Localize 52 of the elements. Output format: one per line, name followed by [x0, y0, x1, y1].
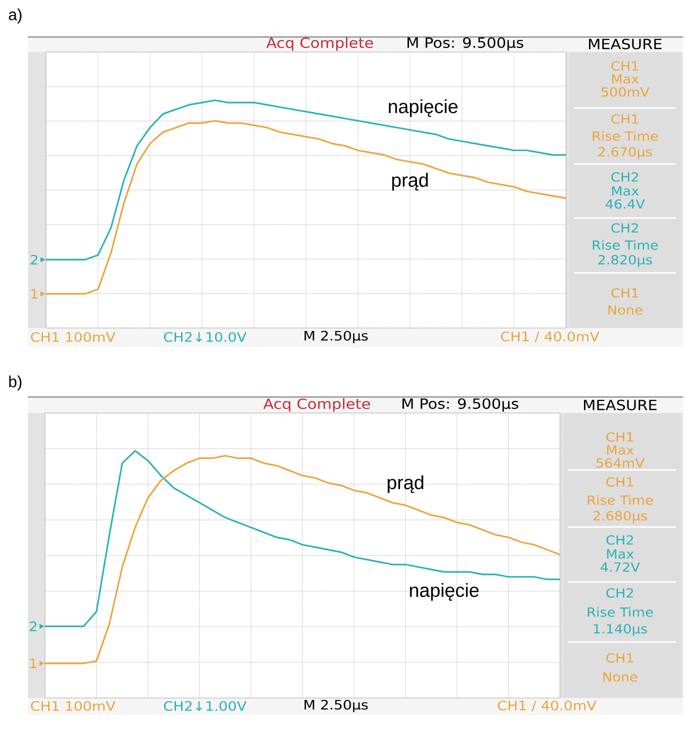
- text: CH1: [611, 288, 638, 298]
- text: None: [603, 672, 638, 682]
- text: M 2.50µs: [304, 700, 368, 712]
- series-label: napięcie: [410, 583, 479, 601]
- text: 1: [31, 289, 38, 299]
- text: 4.72V: [600, 562, 640, 572]
- text: CH1: [611, 61, 638, 71]
- text: CH1: [611, 114, 638, 124]
- text: Max: [607, 549, 634, 559]
- text: Rise Time: [588, 607, 653, 617]
- text: CH1 100mV: [31, 701, 116, 711]
- text: CH1 / 40.0mV: [498, 700, 596, 712]
- text: 2.670µs: [598, 147, 652, 159]
- chart-title: b): [9, 376, 22, 390]
- text: CH2↓10.0V: [164, 332, 247, 342]
- text: MEASURE: [588, 38, 662, 50]
- text: None: [608, 305, 642, 315]
- text: CH1: [606, 432, 634, 442]
- text: M Pos: 9.500µs: [408, 37, 524, 51]
- text: 2.680µs: [593, 511, 647, 523]
- text: 564mV: [596, 458, 644, 468]
- series-label: prąd: [388, 475, 424, 494]
- text: Max: [612, 74, 639, 84]
- text: CH1 100mV: [31, 332, 116, 342]
- text: CH2: [606, 535, 633, 545]
- series-label: napięcie: [388, 99, 458, 118]
- text: CH1 / 40.0mV: [501, 332, 600, 342]
- text: MEASURE: [584, 400, 657, 410]
- text: 2.820µs: [598, 255, 652, 267]
- chart-title: a): [8, 8, 22, 24]
- text: Rise Time: [588, 495, 653, 505]
- text: Rise Time: [592, 131, 658, 141]
- text: CH2: [611, 223, 638, 233]
- text: 1.140µs: [594, 624, 647, 636]
- text: 46.4V: [606, 199, 645, 209]
- text: Acq Complete: [266, 37, 373, 51]
- text: M Pos: 9.500µs: [402, 398, 518, 412]
- text: Rise Time: [592, 240, 658, 250]
- text: M 2.50µs: [304, 330, 368, 344]
- text: CH2: [606, 588, 633, 598]
- text: CH1: [606, 477, 634, 487]
- series-label: prąd: [392, 172, 428, 191]
- text: 1: [30, 658, 36, 668]
- text: 2: [30, 621, 36, 632]
- text: CH2: [611, 172, 638, 182]
- text: CH1: [606, 653, 634, 663]
- text: Max: [612, 186, 639, 196]
- text: CH2↓1.00V: [164, 701, 247, 711]
- text: 500mV: [602, 87, 650, 97]
- text: Max: [607, 445, 634, 455]
- text: Acq Complete: [263, 398, 370, 412]
- text: 2: [30, 254, 38, 265]
